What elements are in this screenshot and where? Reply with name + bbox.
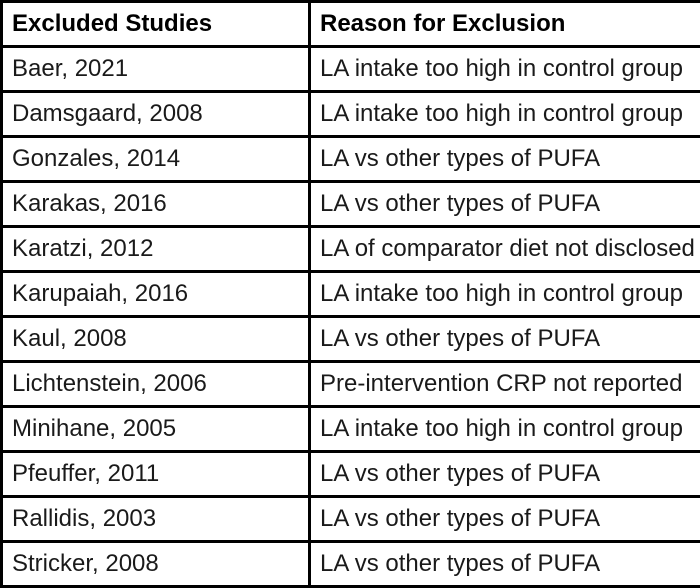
- study-cell: Gonzales, 2014: [2, 137, 310, 182]
- study-cell: Kaul, 2008: [2, 317, 310, 362]
- study-cell: Stricker, 2008: [2, 542, 310, 587]
- reason-cell: LA vs other types of PUFA: [310, 452, 700, 497]
- study-cell: Pfeuffer, 2011: [2, 452, 310, 497]
- study-cell: Rallidis, 2003: [2, 497, 310, 542]
- column-header-reason-for-exclusion: Reason for Exclusion: [310, 2, 700, 47]
- reason-cell: LA intake too high in control group: [310, 272, 700, 317]
- reason-cell: LA intake too high in control group: [310, 407, 700, 452]
- reason-cell: LA vs other types of PUFA: [310, 497, 700, 542]
- study-cell: Minihane, 2005: [2, 407, 310, 452]
- study-cell: Damsgaard, 2008: [2, 92, 310, 137]
- study-cell: Karakas, 2016: [2, 182, 310, 227]
- study-cell: Lichtenstein, 2006: [2, 362, 310, 407]
- reason-cell: LA intake too high in control group: [310, 92, 700, 137]
- reason-cell: LA vs other types of PUFA: [310, 137, 700, 182]
- reason-cell: Pre-intervention CRP not reported: [310, 362, 700, 407]
- column-header-excluded-studies: Excluded Studies: [2, 2, 310, 47]
- reason-cell: LA vs other types of PUFA: [310, 542, 700, 587]
- study-cell: Baer, 2021: [2, 47, 310, 92]
- reason-cell: LA vs other types of PUFA: [310, 182, 700, 227]
- header-row: Excluded Studies Reason for Exclusion: [2, 2, 700, 47]
- reason-cell: LA vs other types of PUFA: [310, 317, 700, 362]
- reason-cell: LA intake too high in control group: [310, 47, 700, 92]
- reason-cell: LA of comparator diet not disclosed: [310, 227, 700, 272]
- study-cell: Karatzi, 2012: [2, 227, 310, 272]
- study-cell: Karupaiah, 2016: [2, 272, 310, 317]
